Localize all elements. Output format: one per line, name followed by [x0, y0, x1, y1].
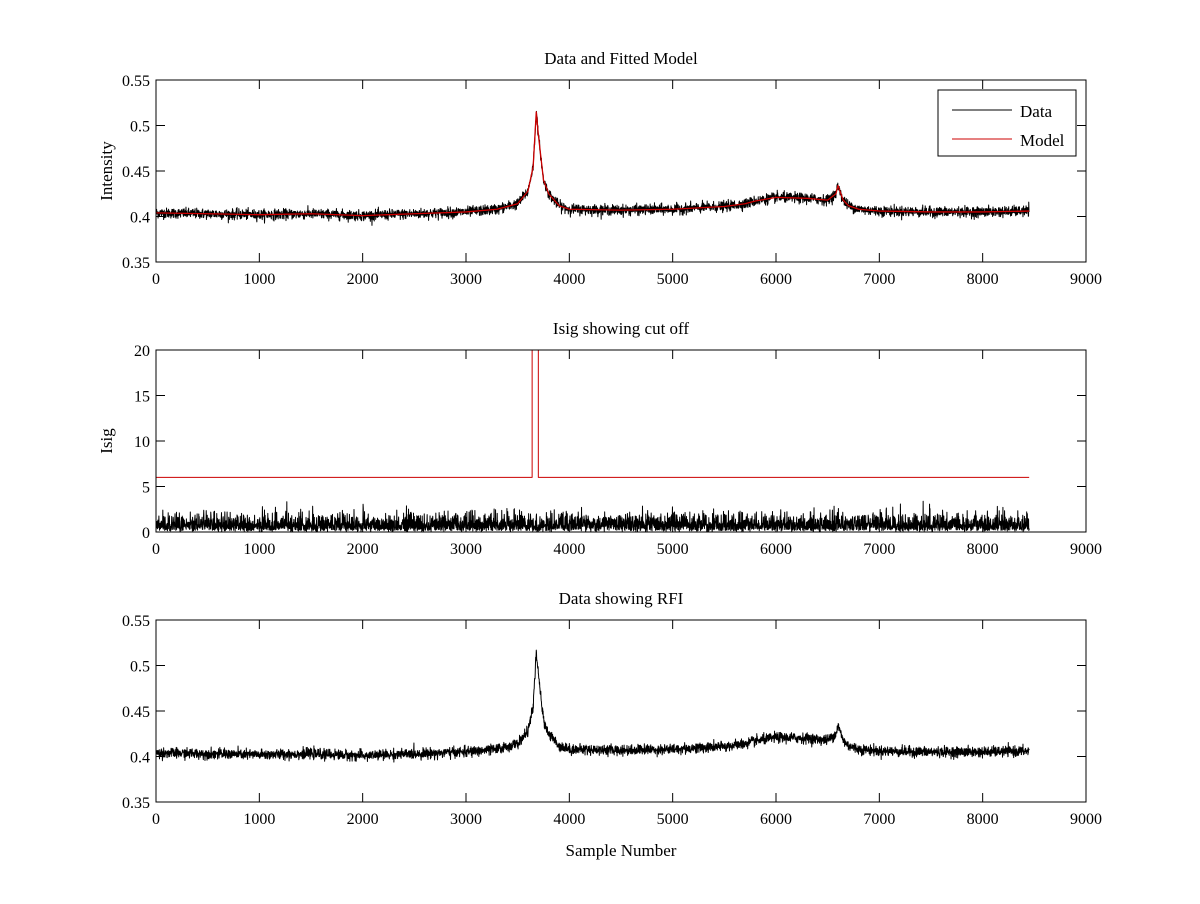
plot-area: [156, 350, 1030, 532]
y-tick-label: 0.45: [122, 704, 150, 721]
plot-area: [156, 110, 1030, 226]
y-tick-label: 20: [134, 343, 150, 360]
series-line-model: [156, 111, 1030, 217]
x-tick-label: 8000: [967, 811, 999, 828]
y-tick-label: 0.5: [130, 119, 150, 136]
y-tick-label: 0.55: [122, 613, 150, 630]
x-tick-label: 5000: [657, 811, 689, 828]
x-tick-label: 2000: [347, 541, 379, 558]
y-tick-label: 15: [134, 389, 150, 406]
x-tick-label: 1000: [243, 811, 275, 828]
x-tick-label: 5000: [657, 271, 689, 288]
legend: Data Model: [937, 89, 1077, 157]
x-axis-ticks: 0 1000 2000 3000 4000 5000 6000 7000 8000 9000: [152, 80, 1102, 288]
x-tick-label: 7000: [863, 811, 895, 828]
x-tick-label: 0: [152, 541, 160, 558]
x-tick-label: 6000: [760, 541, 792, 558]
x-tick-label: 1000: [243, 541, 275, 558]
legend-label-data: Data: [1020, 102, 1053, 121]
x-tick-label: 4000: [553, 811, 585, 828]
series-line-signal: [156, 649, 1030, 763]
x-tick-label: 7000: [863, 271, 895, 288]
legend-label-model: Model: [1020, 131, 1065, 150]
y-tick-label: 0.4: [130, 750, 150, 767]
x-tick-label: 4000: [553, 541, 585, 558]
chart-title: Data and Fitted Model: [544, 49, 698, 68]
chart-title: Data showing RFI: [559, 589, 684, 608]
y-tick-label: 10: [134, 434, 150, 451]
y-tick-label: 0.5: [130, 659, 150, 676]
x-tick-label: 4000: [553, 271, 585, 288]
x-tick-label: 9000: [1070, 541, 1102, 558]
y-tick-label: 0.35: [122, 795, 150, 812]
x-tick-label: 1000: [243, 271, 275, 288]
y-tick-label: 0.45: [122, 164, 150, 181]
y-tick-label: 0: [142, 525, 150, 542]
y-tick-label: 0.4: [130, 210, 150, 227]
x-tick-label: 0: [152, 811, 160, 828]
y-axis-ticks: 0.35 0.4 0.45 0.5 0.55: [122, 613, 1086, 812]
x-tick-label: 3000: [450, 271, 482, 288]
legend-box: [937, 89, 1077, 157]
x-tick-label: 9000: [1070, 811, 1102, 828]
x-axis-label: Sample Number: [566, 841, 677, 860]
series-line-threshold: [156, 350, 1030, 478]
y-axis-ticks: 0.35 0.4 0.45 0.5 0.55: [122, 73, 1086, 272]
x-tick-label: 3000: [450, 811, 482, 828]
plot-area: [156, 649, 1030, 763]
series-line-signal: [156, 500, 1030, 532]
x-tick-label: 2000: [347, 271, 379, 288]
chart-title: Isig showing cut off: [553, 319, 689, 338]
x-tick-label: 6000: [760, 271, 792, 288]
x-tick-label: 8000: [967, 541, 999, 558]
x-axis-ticks: 0 1000 2000 3000 4000 5000 6000 7000 8000 9000: [152, 620, 1102, 828]
x-axis-ticks: 0 1000 2000 3000 4000 5000 6000 7000 8000 9000: [152, 350, 1102, 558]
x-tick-label: 9000: [1070, 271, 1102, 288]
y-axis-label: Intensity: [97, 141, 116, 201]
x-tick-label: 6000: [760, 811, 792, 828]
x-tick-label: 7000: [863, 541, 895, 558]
x-tick-label: 5000: [657, 541, 689, 558]
subplot-data-and-fitted-model: 0 1000 2000 3000 4000 5000 6000 7000 8000 9000 0.…: [97, 49, 1102, 288]
x-tick-label: 2000: [347, 811, 379, 828]
x-tick-label: 3000: [450, 541, 482, 558]
y-tick-label: 0.35: [122, 255, 150, 272]
y-axis-label: Isig: [97, 428, 116, 454]
subplot-isig-showing-cut-off: 0 1000 2000 3000 4000 5000 6000 7000 8000 9000 0 5…: [97, 319, 1102, 558]
subplot-data-showing-rfi: 0 1000 2000 3000 4000 5000 6000 7000 8000 9000 0.…: [122, 589, 1102, 860]
y-tick-label: 0.55: [122, 73, 150, 90]
y-axis-ticks: 0 5 10 15 20: [134, 343, 1086, 542]
y-tick-label: 5: [142, 480, 150, 497]
x-tick-label: 0: [152, 271, 160, 288]
x-tick-label: 8000: [967, 271, 999, 288]
